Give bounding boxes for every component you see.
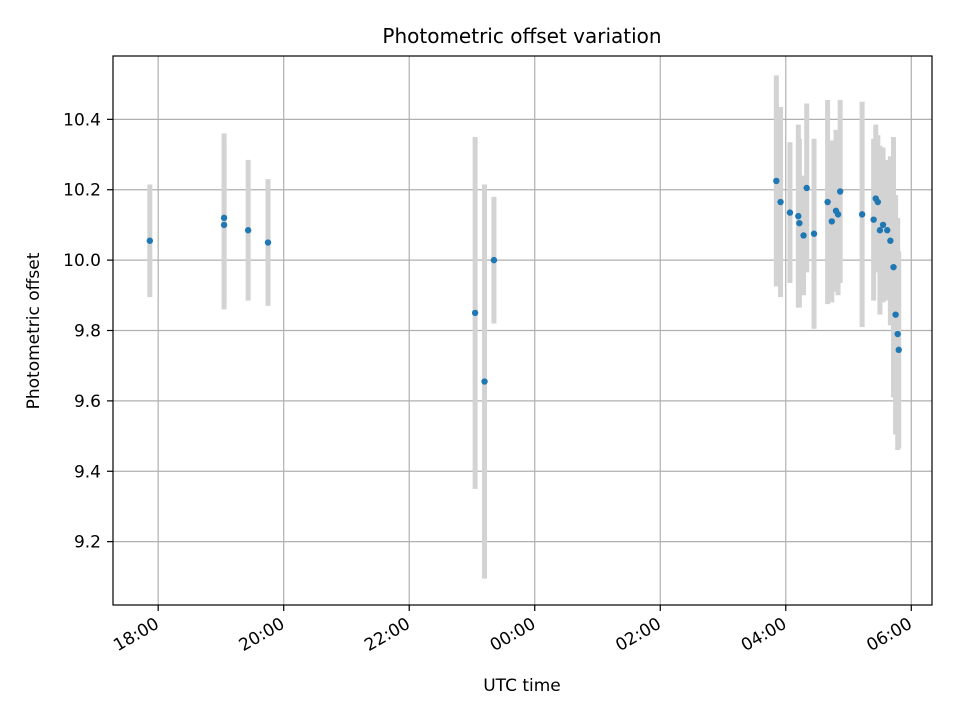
data-point [887, 237, 894, 244]
data-point [244, 227, 252, 234]
data-point [874, 198, 882, 206]
data-point [894, 330, 901, 338]
data-point [879, 221, 887, 229]
x-tick-label: 22:00 [361, 614, 413, 656]
x-tick-label: 18:00 [110, 614, 162, 656]
data-point [834, 211, 842, 218]
data-point [146, 237, 154, 244]
data-point [777, 198, 784, 206]
data-point [810, 230, 818, 237]
data-point [890, 263, 897, 271]
x-tick-label: 06:00 [863, 614, 915, 656]
data-point [876, 227, 884, 234]
data-point [264, 239, 272, 246]
data-point [870, 216, 877, 223]
y-tick-label: 9.2 [74, 533, 101, 553]
x-tick-label: 00:00 [487, 614, 539, 656]
x-axis-ticks: 18:00 20:00 22:00 00:00 02:00 04:00 06:00 [110, 605, 916, 656]
x-tick-label: 20:00 [236, 614, 288, 656]
chart-title: Photometric offset variation [382, 24, 661, 48]
y-tick-label: 10.0 [63, 251, 101, 271]
y-tick-label: 10.4 [63, 110, 101, 130]
x-tick-label: 02:00 [612, 614, 664, 656]
y-axis-label: Photometric offset [24, 252, 44, 409]
data-point [796, 219, 803, 227]
data-point [220, 221, 228, 229]
data-point [773, 177, 780, 185]
data-point [884, 227, 891, 234]
y-tick-label: 9.4 [74, 462, 101, 482]
data-point [490, 256, 498, 264]
data-point [800, 232, 807, 239]
data-point [786, 209, 794, 216]
x-tick-label: 04:00 [738, 614, 790, 656]
data-point [471, 309, 479, 317]
data-point [220, 214, 228, 222]
y-tick-label: 9.8 [74, 322, 101, 342]
y-axis-ticks: 9.2 9.4 9.6 9.8 10.0 10.2 10.4 [63, 110, 113, 553]
data-point [828, 218, 835, 225]
data-point [836, 188, 844, 195]
data-point [481, 378, 488, 385]
data-point [858, 211, 866, 218]
y-tick-label: 9.6 [74, 392, 101, 412]
data-point [895, 346, 902, 354]
data-points [146, 177, 902, 385]
data-point [892, 311, 899, 318]
data-point [795, 212, 802, 220]
error-bars [147, 75, 902, 579]
data-point [803, 184, 810, 192]
data-point [824, 198, 831, 206]
y-tick-label: 10.2 [63, 181, 101, 201]
x-axis-label: UTC time [483, 676, 561, 696]
